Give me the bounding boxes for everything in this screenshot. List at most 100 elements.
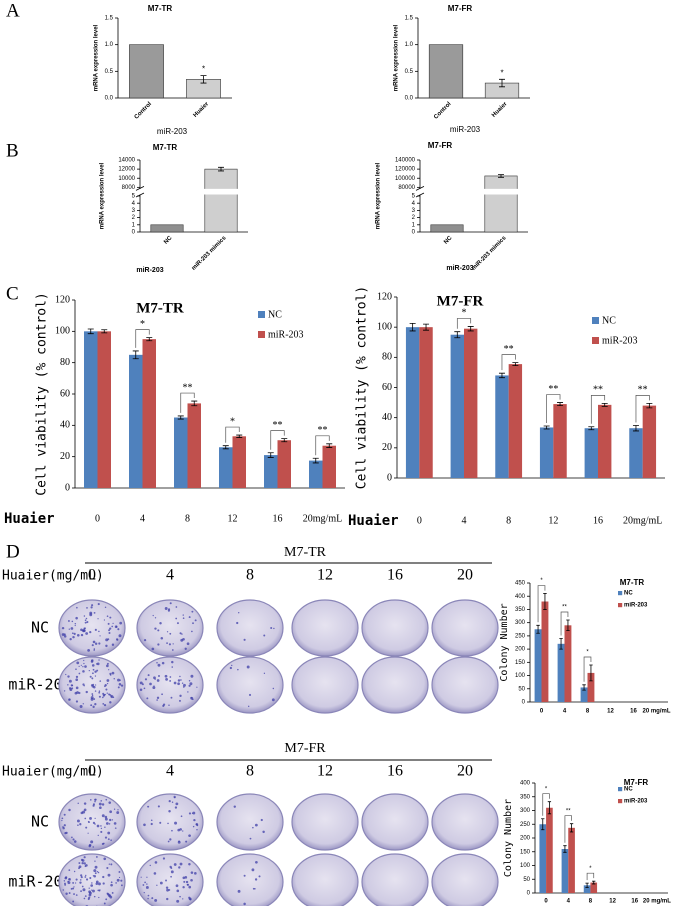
panel-label: A: [6, 0, 20, 21]
y-tick-label: 0: [412, 230, 416, 236]
y-axis-label: mRNA expression level: [376, 162, 382, 229]
colony-dot: [156, 696, 160, 700]
colony-dot: [107, 622, 110, 625]
y-axis-label: mRNA expression level: [94, 24, 100, 91]
colony-dot: [95, 882, 99, 885]
significance: **: [638, 385, 648, 396]
x-tick-label: Huaier: [193, 101, 211, 119]
colony-dot: [64, 883, 67, 886]
y-axis-label: mRNA expression level: [394, 24, 400, 91]
colony-dot: [252, 887, 255, 890]
colony-dot: [91, 677, 94, 680]
bar: [219, 447, 233, 488]
colony-dot: [154, 617, 157, 619]
error-bar: [498, 174, 504, 178]
x-tick-label: 20mg/mL: [623, 515, 662, 526]
y-tick-label: 300: [520, 808, 531, 814]
significance: **: [593, 385, 603, 396]
colony-dot: [189, 682, 193, 686]
y-tick-label: 300: [515, 620, 526, 626]
x-tick-label: 4: [567, 899, 571, 905]
y-tick-label: 100: [515, 673, 526, 679]
significance: *: [230, 416, 235, 427]
colony-dot: [84, 865, 87, 868]
colony-dot: [178, 699, 181, 702]
colony-dot: [92, 705, 95, 709]
bar: [584, 428, 598, 478]
plate: [216, 853, 284, 906]
colony-dot: [80, 874, 83, 877]
colony-dot: [168, 643, 171, 646]
colony-dot: [94, 703, 97, 706]
colony-dot: [179, 632, 182, 635]
error-bar: [563, 845, 567, 853]
y-tick-label: 40: [60, 420, 70, 431]
colony-dot: [97, 618, 99, 620]
significance: *: [586, 650, 589, 656]
colony-dot: [74, 882, 77, 884]
plate: [291, 599, 359, 657]
colony-dot: [68, 628, 71, 630]
colony-dot: [165, 678, 168, 681]
colony-dot: [90, 704, 93, 707]
colony-dot: [100, 827, 103, 830]
colony-dot: [72, 900, 75, 903]
y-tick-label: 0: [527, 891, 531, 897]
plate: [58, 793, 126, 851]
error-bar: [559, 638, 563, 650]
colony-dot: [175, 606, 178, 608]
x-tick-label: miR-203 mimics: [191, 235, 228, 272]
bar: [129, 354, 143, 488]
colony-dot: [188, 616, 191, 619]
colony-dot: [272, 687, 275, 690]
legend-label: miR-203: [602, 335, 638, 346]
colony-dot: [63, 824, 66, 827]
error-bar: [541, 818, 545, 831]
colony-dot: [190, 871, 194, 874]
colony-dot: [75, 675, 79, 679]
colony-dot: [101, 842, 104, 846]
colony-dot: [101, 814, 105, 818]
x-tick-label: 16: [593, 515, 603, 526]
bar: [583, 885, 591, 893]
colony-dot: [109, 895, 113, 899]
colony-dot: [74, 622, 77, 625]
y-tick-label: 14000: [118, 158, 135, 164]
colony-dot: [167, 608, 171, 611]
bar: [553, 404, 567, 478]
significance: *: [500, 68, 503, 77]
error-bar: [601, 402, 608, 407]
colony-dot: [238, 612, 240, 614]
colony-dot: [83, 659, 85, 662]
colony-dot: [96, 870, 99, 873]
bar: [587, 672, 595, 702]
colony-dot: [157, 629, 160, 632]
y-tick-label: 1.5: [105, 16, 114, 22]
colony-dot: [169, 632, 172, 635]
colony-dot: [176, 889, 180, 893]
legend-swatch: [618, 603, 623, 608]
colony-dot: [154, 861, 158, 864]
colony-dot: [174, 806, 178, 809]
y-tick-label: 3: [132, 208, 136, 214]
colony-dot: [112, 622, 114, 624]
legend-swatch: [618, 787, 623, 792]
colony-dot: [83, 897, 86, 900]
colony-dot: [188, 684, 191, 687]
significance: **: [562, 605, 567, 611]
error-bar: [632, 425, 639, 432]
colony-dot: [243, 874, 246, 877]
colony-dot: [171, 660, 174, 664]
colony-dot: [87, 897, 90, 901]
colony-dot: [63, 690, 66, 692]
bar: [405, 327, 420, 478]
error-bar: [326, 443, 333, 448]
colony-dot: [144, 881, 146, 884]
colony-dot: [180, 638, 184, 642]
significance-bracket: [135, 329, 150, 348]
bar: [629, 428, 643, 478]
colony-dot: [99, 635, 101, 637]
error-bar: [132, 350, 139, 360]
colony-dot: [177, 679, 181, 682]
bar: [495, 375, 509, 478]
